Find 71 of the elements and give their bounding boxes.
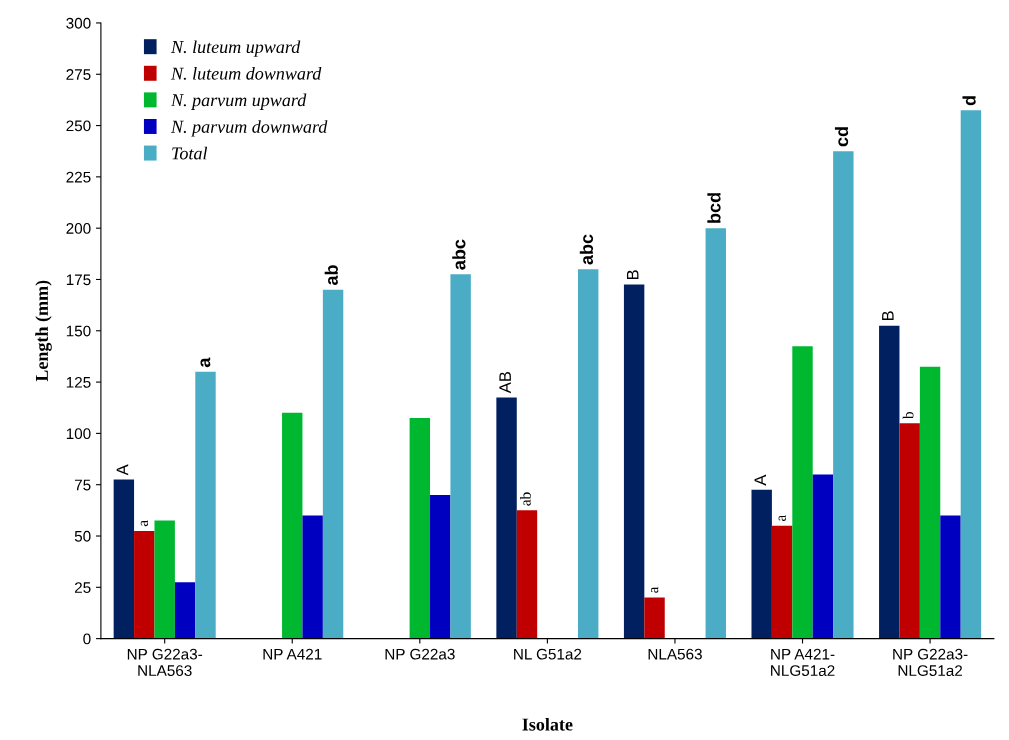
data-label: d (962, 96, 976, 106)
data-label: ab (520, 492, 531, 506)
data-label: b (902, 411, 914, 419)
bar (960, 110, 982, 639)
bar (751, 489, 772, 639)
bar (154, 520, 175, 639)
x-tick-label: NP G22a3- NLG51a2 (893, 648, 968, 677)
y-tick-label: 150 (66, 325, 91, 337)
y-tick-label: 25 (74, 582, 91, 593)
x-axis-title: Isolate (522, 717, 573, 731)
bar (174, 582, 196, 639)
data-label: A (754, 474, 766, 486)
y-tick-label: 275 (66, 69, 91, 80)
data-label: a (140, 520, 149, 527)
legend-label: N. parvum downward (170, 120, 328, 137)
bar (623, 284, 645, 639)
bar (812, 474, 834, 639)
bar (578, 269, 599, 639)
x-tick-label: NP A421 (263, 648, 322, 660)
bar (919, 366, 941, 639)
y-tick-label: 125 (66, 376, 91, 388)
data-label: a (778, 515, 786, 522)
data-label: B (882, 311, 894, 321)
data-label: A (116, 464, 129, 476)
bar (644, 597, 665, 639)
y-axis-title: Length (mm) (35, 280, 52, 382)
y-tick-label: 300 (66, 17, 91, 29)
bar (792, 346, 813, 639)
x-tick-label: NLA563 (648, 648, 702, 660)
legend-label: N. luteum upward (170, 40, 301, 57)
bar (195, 371, 216, 639)
x-tick-label: NP G22a3- NLA563 (127, 648, 203, 677)
bar (134, 530, 155, 639)
x-tick-label: NL G51a2 (514, 648, 582, 660)
data-label: abc (452, 239, 466, 270)
x-tick-label: NP A421- NLG51a2 (771, 648, 835, 677)
bar (940, 515, 961, 639)
bar (450, 274, 471, 639)
legend-label: N. luteum downward (170, 66, 322, 80)
y-tick-label: 0 (83, 633, 91, 645)
y-tick-label: 200 (66, 223, 91, 234)
bar (899, 423, 920, 639)
bar (282, 412, 303, 639)
bar (409, 418, 431, 639)
data-label: a (200, 357, 211, 368)
bar (705, 228, 726, 639)
data-label: abc (579, 234, 594, 265)
bar (496, 397, 517, 639)
y-tick-label: 175 (66, 274, 91, 286)
data-label: a (651, 586, 659, 593)
data-label: bcd (707, 193, 721, 223)
y-tick-label: 225 (66, 171, 91, 183)
data-label: ab (324, 265, 338, 286)
bar (833, 151, 854, 639)
bar (430, 494, 451, 639)
bar (879, 325, 900, 639)
legend-label: Total (172, 146, 208, 160)
data-label: B (626, 270, 639, 280)
data-label: cd (834, 127, 849, 147)
y-tick-label: 250 (66, 120, 91, 132)
bar (113, 479, 135, 639)
y-tick-label: 100 (66, 428, 91, 440)
y-tick-label: 50 (74, 530, 91, 542)
bar (516, 510, 538, 639)
bar (322, 289, 344, 639)
legend-label: N. parvum upward (170, 93, 307, 110)
x-tick-label: NP G22a3 (385, 648, 455, 660)
data-label: AB (499, 371, 511, 394)
y-tick-label: 75 (74, 479, 91, 491)
bar (302, 515, 323, 639)
bar (771, 525, 793, 639)
